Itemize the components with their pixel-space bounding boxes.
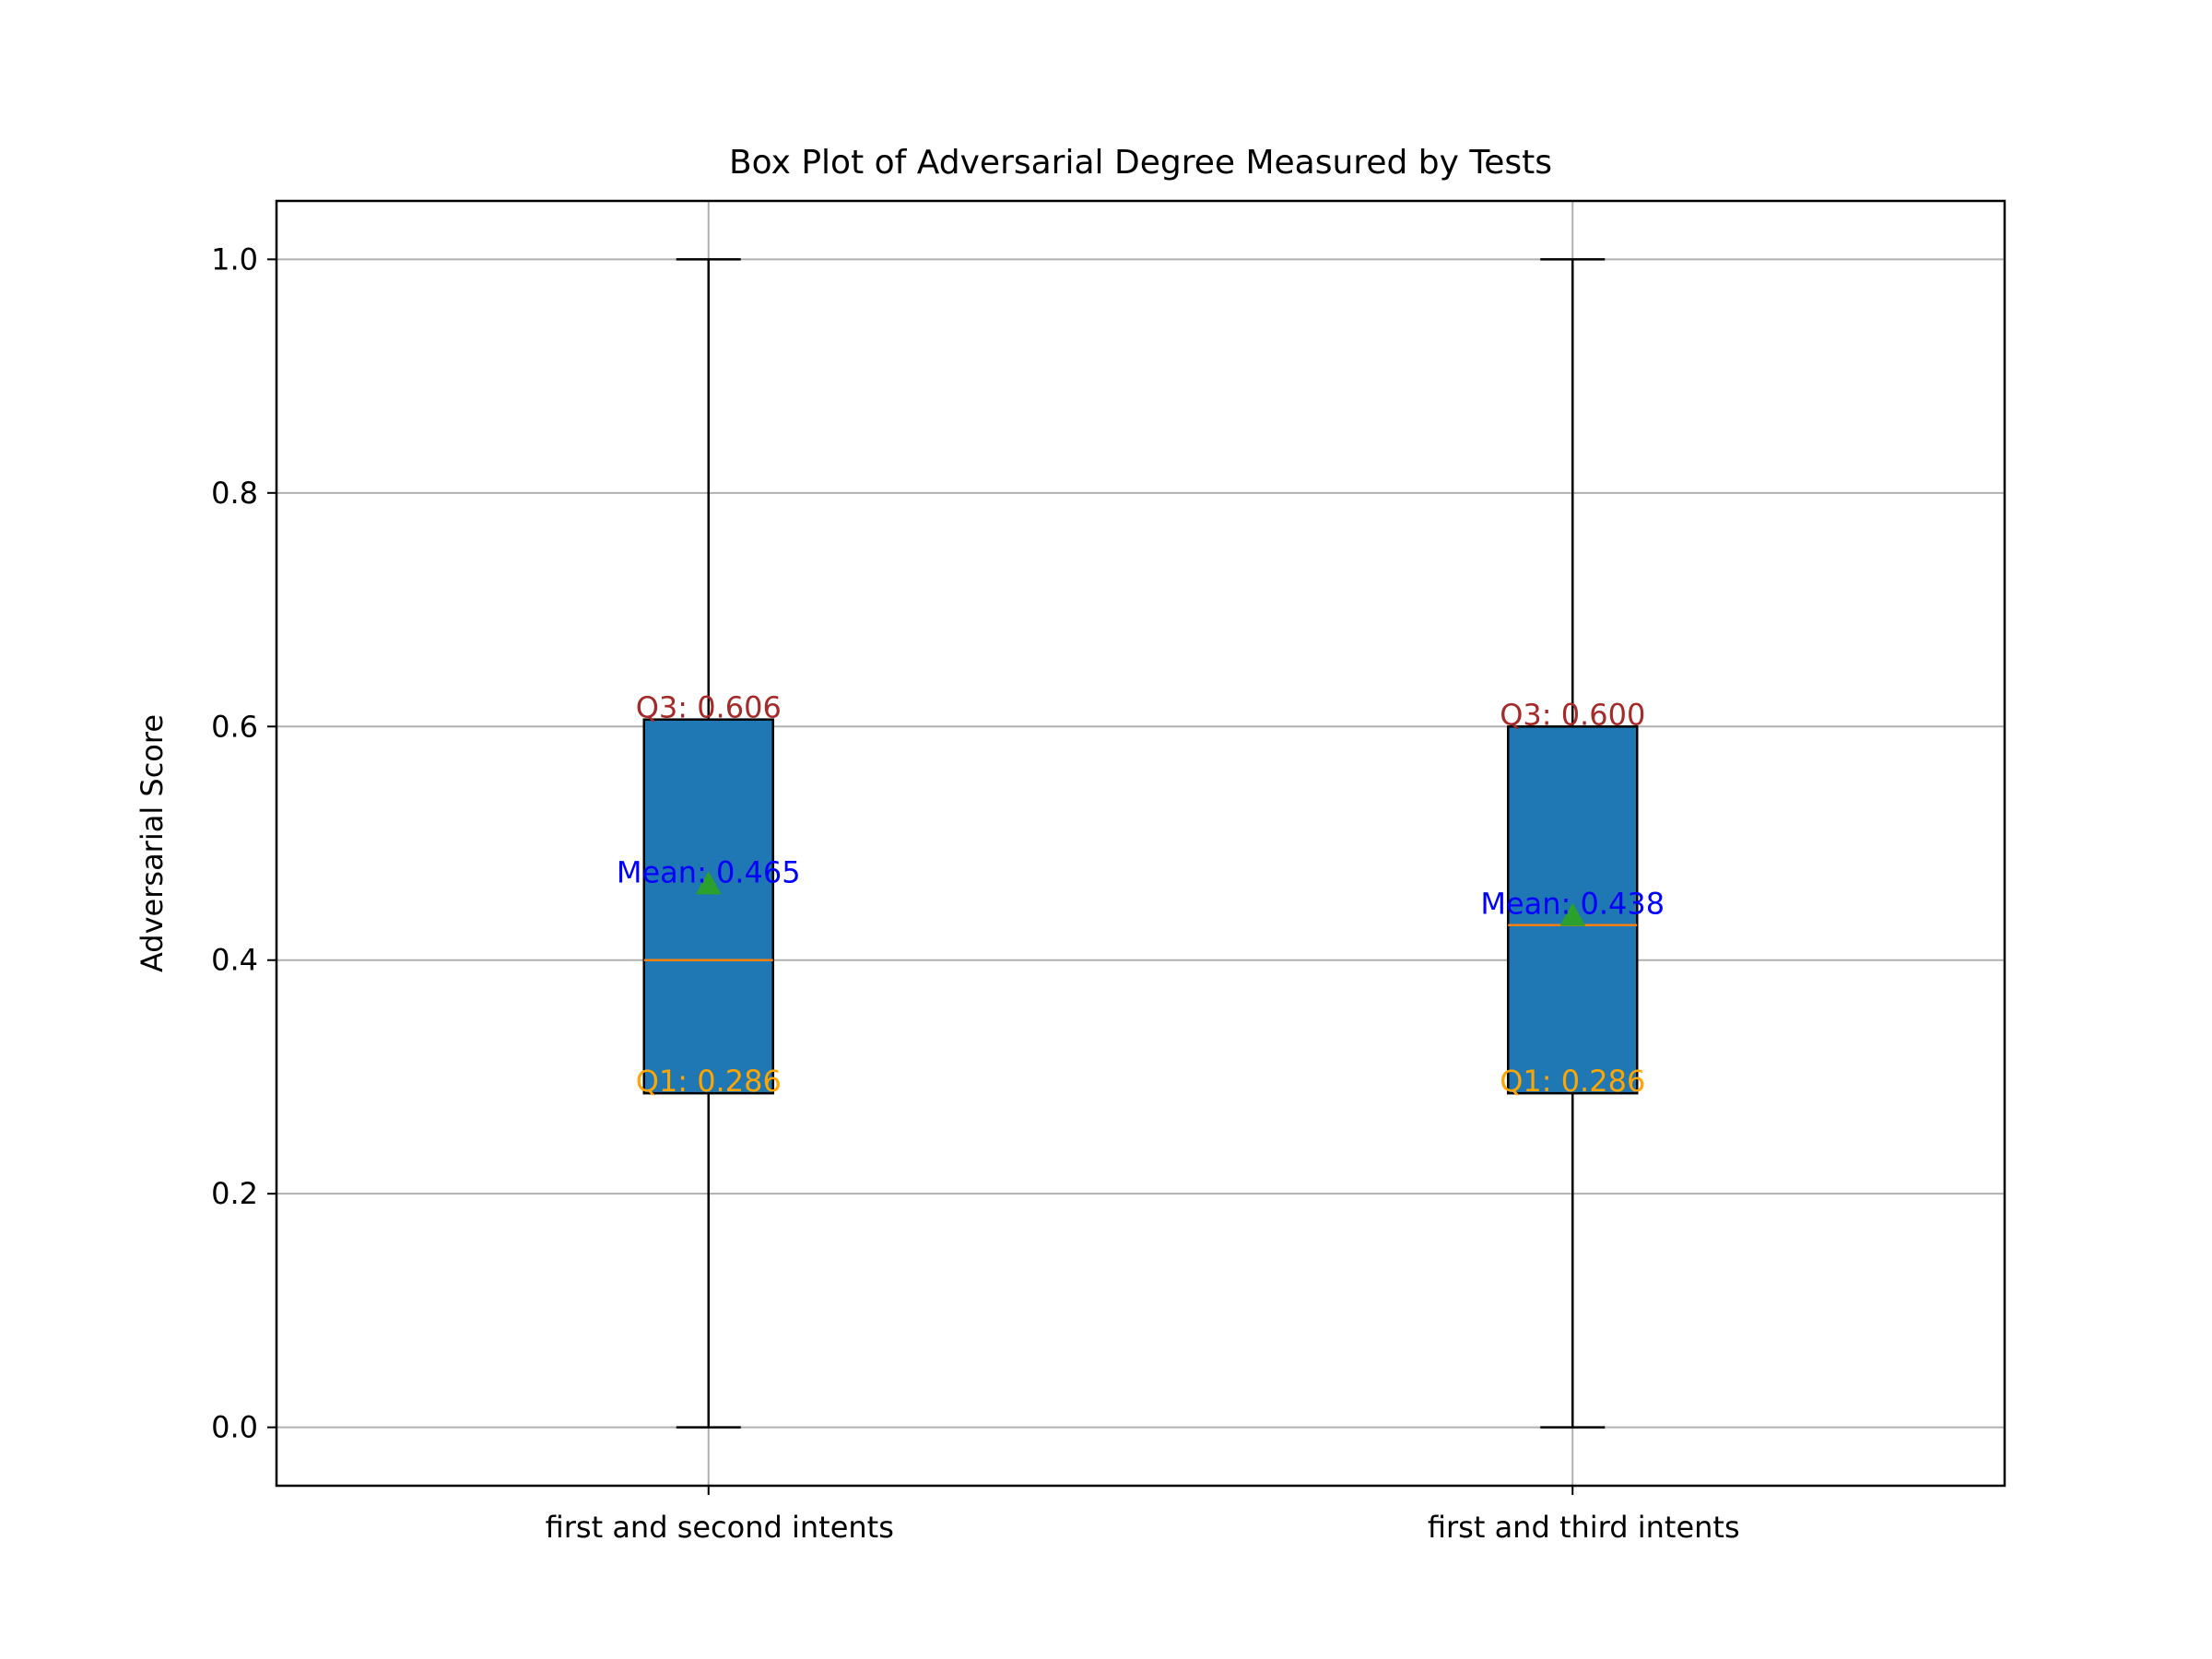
mean-label: Mean: 0.465 (617, 854, 801, 889)
q1-label: Q1: 0.286 (1500, 1064, 1645, 1099)
y-tick-label: 0.6 (211, 709, 258, 744)
y-axis-label: Adversarial Score (135, 714, 170, 972)
y-tick-label: 1.0 (211, 241, 258, 276)
y-tick-label: 0.2 (211, 1176, 258, 1211)
y-tick-label: 0.4 (211, 943, 258, 978)
y-tick-label: 0.0 (211, 1410, 258, 1445)
x-tick-label: first and third intents (1428, 1510, 1740, 1545)
plot-frame (275, 199, 2006, 1488)
y-tick-label: 0.8 (211, 476, 258, 511)
mean-label: Mean: 0.438 (1480, 887, 1665, 922)
chart-title: Box Plot of Adversarial Degree Measured … (729, 144, 1552, 182)
q3-label: Q3: 0.606 (636, 690, 782, 725)
box-series: Q3: 0.606 Mean: 0.465 Q1: 0.286 Q3: 0.600 Me… (617, 258, 1665, 1429)
iqr-box (642, 718, 774, 1095)
x-tick-label: first and second intents (546, 1510, 894, 1545)
mean-marker (1559, 902, 1586, 926)
q3-label: Q3: 0.600 (1500, 697, 1645, 732)
axes: 0.0 0.2 0.4 0.6 0.8 1.0 first and second inten… (211, 241, 1740, 1545)
q1-label: Q1: 0.286 (636, 1064, 782, 1099)
mean-marker (695, 871, 722, 895)
